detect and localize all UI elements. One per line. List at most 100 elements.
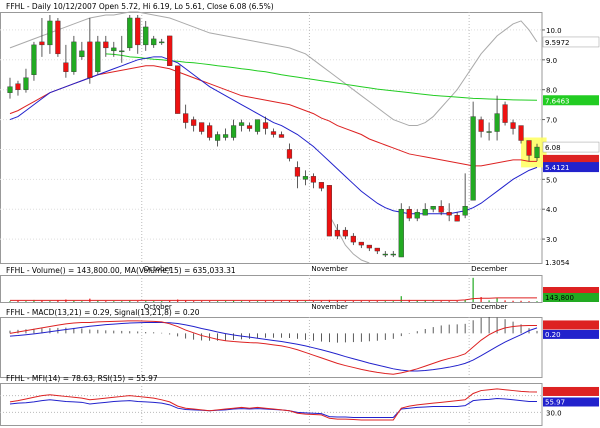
price-tick-label: 4.0	[546, 206, 557, 214]
macd-tag	[543, 320, 599, 330]
candle-body	[406, 209, 412, 219]
macd-histogram-bar	[328, 333, 330, 343]
candle-body	[470, 116, 476, 201]
volume-bar	[153, 301, 155, 302]
volume-bar	[504, 300, 506, 302]
volume-bar	[536, 301, 538, 302]
candle-body	[326, 185, 332, 237]
candle-body	[534, 146, 540, 159]
candle-body	[167, 35, 173, 66]
candle-body	[526, 140, 532, 156]
candle-body	[510, 122, 516, 129]
candle-body	[422, 209, 428, 216]
volume-bar	[145, 301, 147, 302]
price-tick-label: 8.0	[546, 87, 557, 95]
macd-signal-tag	[543, 329, 599, 339]
volume-bar	[296, 300, 299, 302]
macd-histogram-bar	[536, 330, 538, 334]
volume-bar	[57, 300, 59, 302]
upper-bollinger-line	[9, 11, 538, 127]
price-tick-label: 10.0	[546, 27, 562, 35]
candle-body	[15, 83, 21, 90]
volume-bar	[248, 301, 251, 302]
candle-body	[207, 125, 213, 138]
volume-ma-label: 635,033	[545, 288, 574, 296]
volume-label: 143,800	[545, 294, 574, 302]
candle-body	[183, 113, 189, 123]
macd-histogram-bar	[464, 323, 466, 334]
candle-body	[175, 65, 181, 114]
candle-body	[382, 253, 388, 256]
volume-bar	[328, 299, 330, 302]
volume-bar	[280, 301, 283, 302]
macd-histogram-bar	[424, 329, 426, 334]
candle-body	[318, 182, 325, 189]
volume-bar	[272, 301, 275, 302]
volume-bar	[137, 301, 139, 302]
macd-histogram-bar	[193, 333, 195, 340]
mfi-tag	[543, 386, 599, 396]
macd-histogram-bar	[105, 330, 107, 334]
macd-histogram-bar	[33, 328, 35, 334]
macd-histogram-bar	[81, 328, 83, 334]
price-tick-label: 3.0	[546, 236, 557, 244]
macd-histogram-bar	[384, 333, 386, 340]
candle-body	[366, 244, 372, 249]
macd-panel: 0.29 0.20	[0, 317, 599, 378]
candle-body	[7, 86, 13, 93]
macd-histogram-bar	[440, 325, 442, 334]
volume-bar	[185, 300, 187, 302]
candle-body	[222, 134, 229, 138]
candle-body	[143, 26, 149, 46]
candle-body	[374, 247, 380, 252]
candle-body	[270, 131, 277, 135]
volume-bar	[384, 301, 386, 302]
macd-histogram-bar	[504, 319, 506, 334]
mfi-rsi-title: FFHL - MFI(14) = 78.63, RSI(15) = 55.97	[6, 374, 158, 383]
candle-body	[454, 214, 460, 222]
macd-histogram-bar	[416, 331, 418, 334]
volume-ma-tag	[543, 287, 599, 296]
volume-bar	[424, 300, 426, 302]
price-tag-upper_band	[542, 36, 600, 48]
macd-histogram-bar	[137, 331, 139, 334]
macd-histogram-bar	[368, 333, 370, 342]
volume-bar	[256, 301, 259, 302]
candle-body	[438, 206, 444, 213]
volume-bar	[217, 301, 219, 302]
macd-line	[9, 320, 538, 375]
volume-bar	[432, 301, 434, 302]
volume-bar	[81, 301, 83, 302]
candle-body	[79, 50, 85, 58]
macd-histogram-bar	[97, 329, 99, 334]
candle-body	[39, 41, 45, 46]
candle-body	[398, 209, 404, 258]
macd-histogram-bar	[313, 333, 314, 341]
volume-bar	[193, 301, 195, 302]
rsi-tag	[543, 397, 599, 407]
volume-bar	[105, 301, 107, 302]
volume-bar	[97, 300, 99, 302]
candle-body	[446, 212, 452, 216]
candle-body	[486, 131, 492, 133]
candle-body	[71, 41, 77, 72]
candle-body	[63, 62, 69, 72]
macd-histogram-bar	[25, 329, 27, 334]
price-tag-label-ma200: 7.6463	[545, 97, 570, 105]
volume-bar	[209, 301, 211, 302]
month-label: October	[144, 303, 172, 311]
candle-body	[135, 17, 141, 46]
volume-bar	[41, 300, 43, 302]
month-label: October	[144, 265, 172, 273]
candle-body	[430, 206, 436, 210]
month-label: November	[311, 265, 348, 273]
volume-bar	[320, 301, 323, 302]
macd-histogram-bar	[512, 321, 514, 334]
volume-bar	[512, 300, 514, 302]
volume-bar	[224, 301, 227, 302]
macd-histogram-bar	[233, 333, 234, 340]
mfi-rsi-panel: 78.63 55.97 30.0	[0, 383, 599, 426]
macd-histogram-bar	[344, 333, 346, 343]
candle-body	[199, 122, 205, 132]
price-tick-label: 9.0	[546, 57, 557, 65]
